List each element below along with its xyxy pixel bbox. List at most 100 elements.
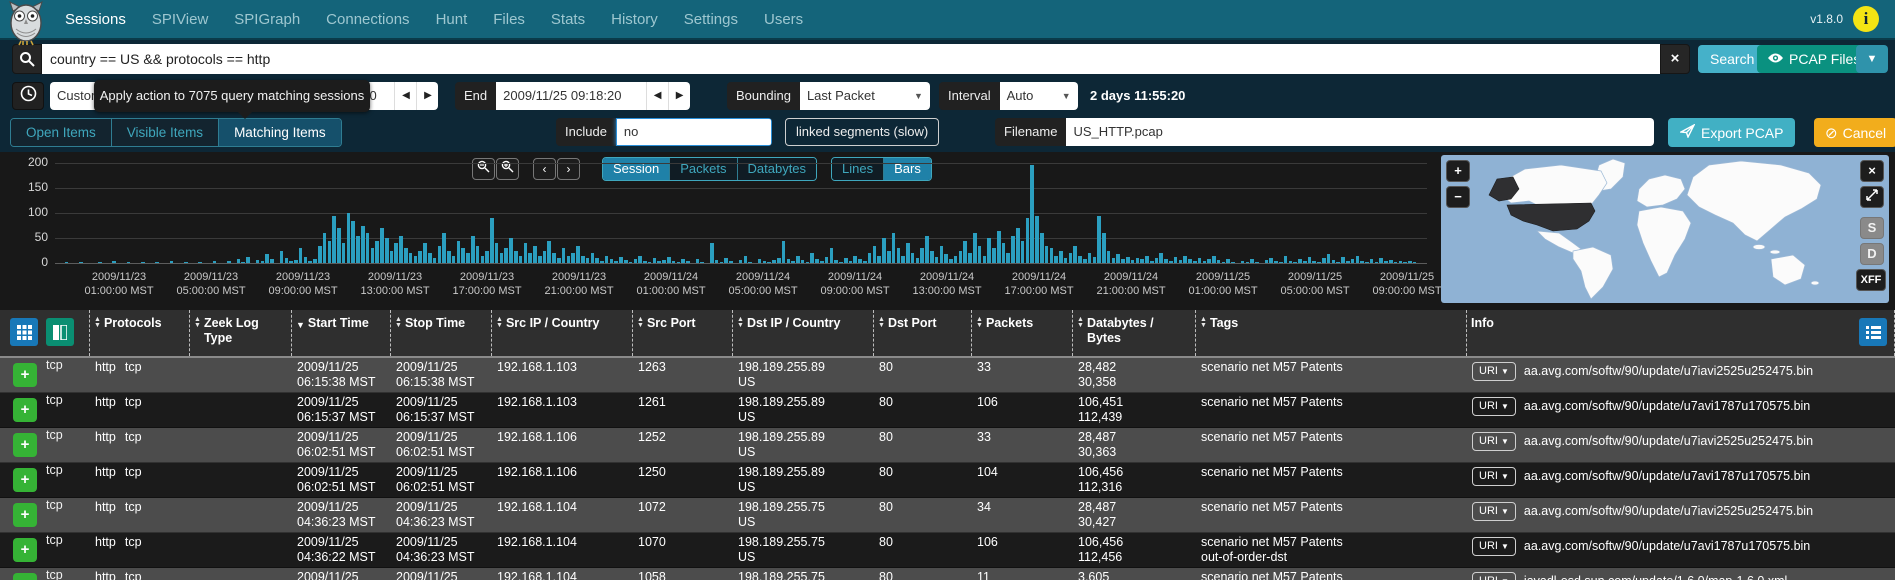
expand-session-button[interactable]: + [13,573,37,580]
step-back-icon[interactable]: ◀ [646,82,669,110]
info-uri-link[interactable]: aa.avg.com/softw/90/update/u7avi1787u170… [1523,399,1811,413]
nav-item-history[interactable]: History [611,10,658,28]
uri-dropdown-button[interactable]: URI ▼ [1472,362,1516,381]
histogram-bar [537,255,542,263]
histogram-bar [1102,233,1106,263]
nav-item-sessions[interactable]: Sessions [65,10,126,28]
map-dst-button[interactable]: D [1860,243,1884,265]
column-header-stop-time[interactable]: ▲ ▼ Stop Time [391,310,492,356]
step-forward-icon[interactable]: ▶ [416,82,439,110]
tab-matching-items[interactable]: Matching Items [219,119,341,146]
column-header-packets[interactable]: ▲ ▼ Packets [972,310,1073,356]
column-header-zeek-log-type[interactable]: ▲ ▼ Zeek Log Type [190,310,292,356]
step-back-icon[interactable]: ◀ [394,82,417,110]
export-pcap-button[interactable]: Export PCAP [1668,118,1796,147]
column-header-dst-ip-country[interactable]: ▲ ▼ Dst IP / Country [733,310,874,356]
column-header-protocols[interactable]: ▲ ▼ Protocols [90,310,190,356]
interval-select[interactable]: Auto ▼ [999,82,1078,110]
nav-item-hunt[interactable]: Hunt [435,10,468,28]
world-map[interactable]: + − × S D XFF [1441,155,1889,303]
expand-session-button[interactable]: + [13,363,37,387]
info-uri-link[interactable]: aa.avg.com/softw/90/update/u7avi1787u170… [1523,469,1811,483]
uri-dropdown-button[interactable]: URI ▼ [1472,537,1516,556]
session-protocol: tcp [46,533,63,547]
histogram-bar [1197,258,1202,263]
histogram-bar [332,215,336,263]
info-uri-link[interactable]: aa.avg.com/softw/90/update/u7avi1787u170… [1523,539,1811,553]
histogram-bar [1087,253,1092,263]
map-zoom-in-button[interactable]: + [1446,160,1470,182]
end-time-group: End ◀ ▶ [455,82,691,110]
time-settings-button[interactable] [12,82,44,110]
search-input[interactable] [42,44,1660,74]
map-src-button[interactable]: S [1860,217,1884,239]
include-input[interactable] [615,118,772,146]
histogram-bar [241,261,246,263]
nav-item-files[interactable]: Files [493,10,525,28]
column-header-start-time[interactable]: ▼ Start Time [292,310,391,356]
histogram-bar [1173,257,1178,263]
expand-session-button[interactable]: + [13,503,37,527]
histogram-bar [112,261,116,263]
histogram-bar [623,260,628,263]
uri-dropdown-button[interactable]: URI ▼ [1472,432,1516,451]
cancel-button[interactable]: ⊘ Cancel [1814,118,1895,147]
search-actions-dropdown[interactable]: ▼ [1856,45,1888,73]
histogram-bar [743,255,748,263]
protocol-tag: tcp [124,430,142,444]
nav-item-users[interactable]: Users [763,10,804,28]
cell-expand: + tcp [0,428,90,462]
nav-item-settings[interactable]: Settings [683,10,738,28]
uri-dropdown-button[interactable]: URI ▼ [1472,397,1516,416]
apply-action-tooltip: Apply action to 7075 query matching sess… [94,80,370,119]
column-list-icon[interactable] [1859,318,1887,346]
info-uri-link[interactable]: javadl-esd.sun.com/update/1.6.0/map-1.6.… [1524,572,1787,580]
histogram-bar [1039,233,1044,263]
pcap-files-button[interactable]: PCAP Files [1757,45,1871,73]
nav-item-connections[interactable]: Connections [326,10,410,28]
expand-session-button[interactable]: + [13,433,37,457]
histogram-bar [853,255,858,263]
column-header-src-port[interactable]: ▲ ▼ Src Port [633,310,733,356]
column-header-dst-port[interactable]: ▲ ▼ Dst Port [874,310,972,356]
histogram-bar [906,243,910,263]
protocol-tag: http [95,535,116,549]
expand-session-button[interactable]: + [13,398,37,422]
map-close-icon[interactable]: × [1860,160,1884,182]
uri-dropdown-button[interactable]: URI ▼ [1472,502,1516,521]
info-icon[interactable]: i [1853,6,1879,32]
nav-item-spiview[interactable]: SPIView [151,10,209,28]
end-time-input[interactable] [496,82,647,110]
chevron-down-icon: ▼ [1501,472,1509,481]
column-header-databytes-bytes[interactable]: ▲ ▼ Databytes / Bytes [1073,310,1196,356]
info-uri-link[interactable]: aa.avg.com/softw/90/update/u7iavi2525u25… [1523,434,1814,448]
bounding-select[interactable]: Last Packet ▼ [799,82,930,110]
search-button[interactable]: Search [1698,45,1767,73]
info-uri-link[interactable]: aa.avg.com/softw/90/update/u7iavi2525u25… [1523,504,1814,518]
cell-info: URI ▼ aa.avg.com/softw/90/update/u7avi178… [1467,393,1895,427]
uri-dropdown-button[interactable]: URI ▼ [1472,572,1516,580]
tab-open-items[interactable]: Open Items [11,119,112,146]
nav-item-spigraph[interactable]: SPIGraph [234,10,301,28]
step-forward-icon[interactable]: ▶ [668,82,691,110]
toggle-view-icon[interactable] [10,318,38,346]
histogram-bar [872,245,877,263]
info-uri-link[interactable]: aa.avg.com/softw/90/update/u7iavi2525u25… [1523,364,1814,378]
expand-session-button[interactable]: + [13,468,37,492]
uri-dropdown-button[interactable]: URI ▼ [1472,467,1516,486]
map-xff-button[interactable]: XFF [1856,269,1886,291]
histogram-bar [1082,259,1087,263]
tab-visible-items[interactable]: Visible Items [111,119,220,146]
filename-input[interactable] [1066,118,1655,146]
histogram-bar [1369,259,1374,263]
map-zoom-out-button[interactable]: − [1446,186,1470,208]
histogram-bar [910,253,915,263]
clear-search-icon[interactable]: × [1660,44,1690,74]
column-header-src-ip-country[interactable]: ▲ ▼ Src IP / Country [492,310,633,356]
map-expand-icon[interactable] [1860,186,1884,208]
nav-item-stats[interactable]: Stats [550,10,586,28]
histogram-bar [1111,258,1116,263]
column-header-tags[interactable]: ▲ ▼ Tags [1196,310,1467,356]
expand-session-button[interactable]: + [13,538,37,562]
column-config-icon[interactable] [46,318,74,346]
